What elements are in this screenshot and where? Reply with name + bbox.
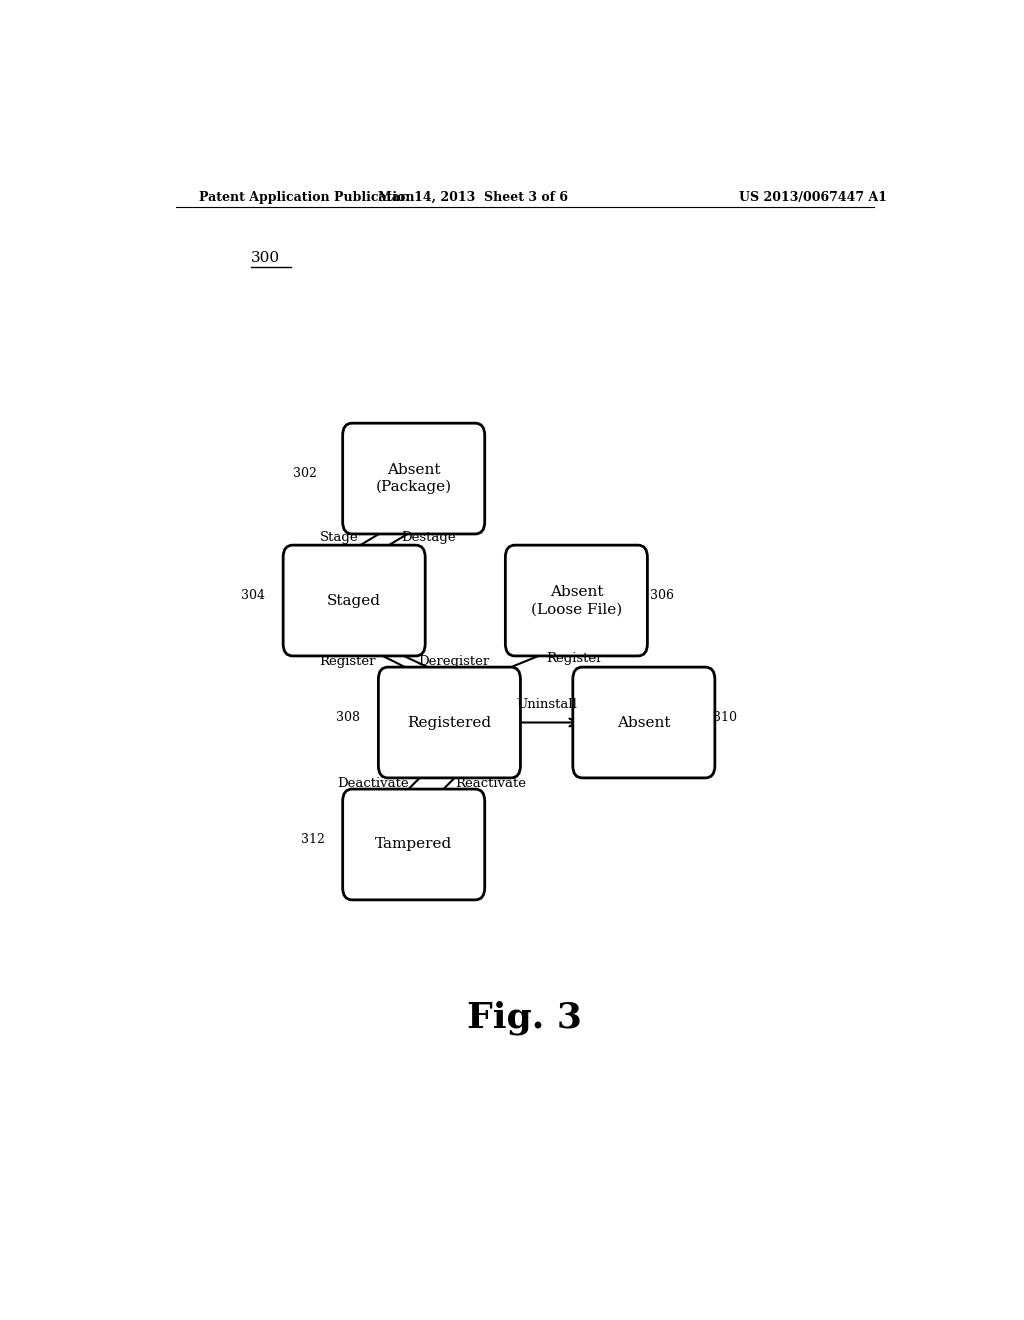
Text: Absent
(Loose File): Absent (Loose File)	[530, 585, 622, 616]
Text: 308: 308	[336, 711, 360, 723]
Text: Uninstall: Uninstall	[516, 698, 578, 710]
FancyBboxPatch shape	[572, 667, 715, 777]
Text: Absent
(Package): Absent (Package)	[376, 463, 452, 495]
Text: Staged: Staged	[328, 594, 381, 607]
Text: Tampered: Tampered	[375, 837, 453, 851]
Text: 302: 302	[293, 467, 316, 480]
Text: Destage: Destage	[401, 531, 456, 544]
Text: Absent: Absent	[617, 715, 671, 730]
Text: Registered: Registered	[408, 715, 492, 730]
Text: 306: 306	[650, 589, 674, 602]
Text: Stage: Stage	[321, 531, 358, 544]
Text: Register: Register	[546, 652, 602, 665]
FancyBboxPatch shape	[343, 424, 484, 535]
Text: Deactivate: Deactivate	[337, 777, 409, 789]
Text: 304: 304	[241, 589, 265, 602]
FancyBboxPatch shape	[284, 545, 425, 656]
Text: US 2013/0067447 A1: US 2013/0067447 A1	[739, 190, 887, 203]
Text: Patent Application Publication: Patent Application Publication	[200, 190, 415, 203]
Text: Deregister: Deregister	[418, 655, 489, 668]
Text: 312: 312	[301, 833, 325, 846]
Text: 310: 310	[714, 711, 737, 723]
FancyBboxPatch shape	[506, 545, 647, 656]
Text: 300: 300	[251, 251, 281, 265]
Text: Reactivate: Reactivate	[455, 777, 525, 789]
FancyBboxPatch shape	[343, 789, 484, 900]
Text: Fig. 3: Fig. 3	[467, 1001, 583, 1035]
FancyBboxPatch shape	[379, 667, 520, 777]
Text: Mar. 14, 2013  Sheet 3 of 6: Mar. 14, 2013 Sheet 3 of 6	[378, 190, 568, 203]
Text: Register: Register	[319, 655, 376, 668]
